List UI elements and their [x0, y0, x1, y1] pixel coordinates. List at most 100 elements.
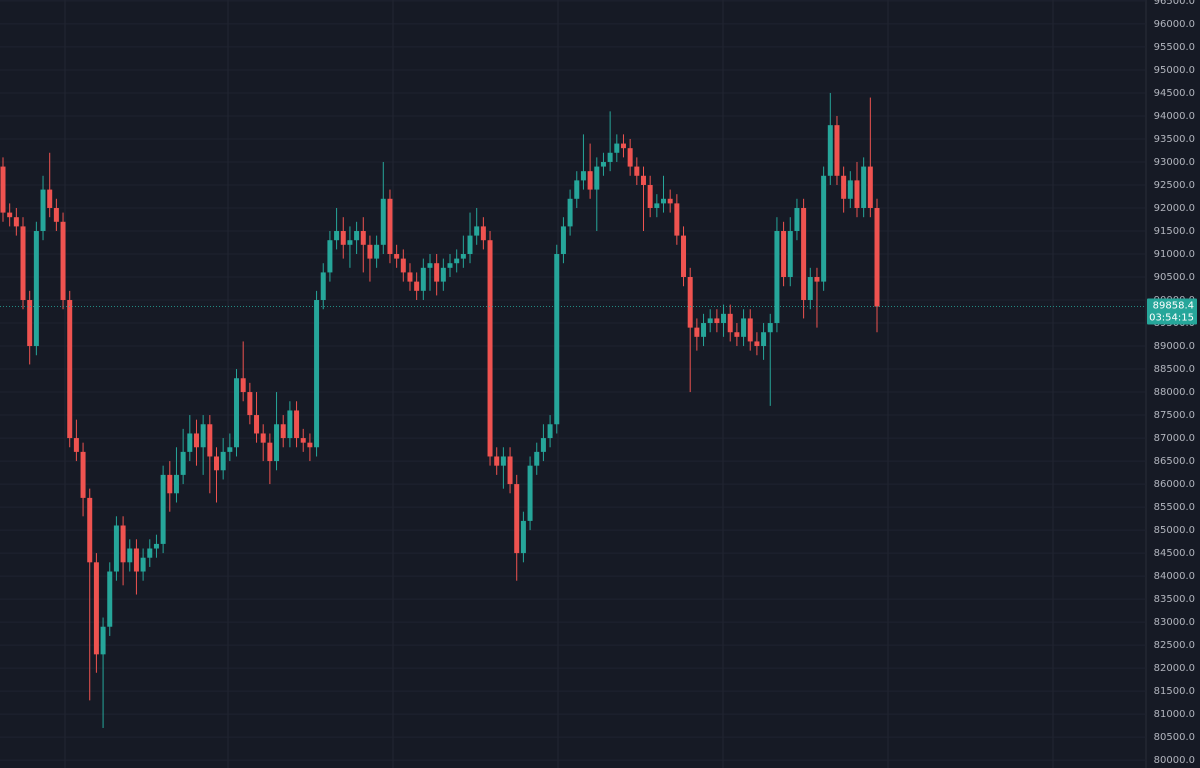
candle-body [267, 442, 273, 462]
candle-body [67, 300, 73, 439]
candle-body [614, 143, 620, 153]
candle-body [153, 543, 159, 549]
y-tick-label: 84000.0 [1154, 571, 1195, 582]
candle-body [434, 263, 440, 282]
candle-body [300, 438, 306, 443]
candle-body [714, 318, 720, 324]
candle-body [213, 456, 219, 471]
candle-body [167, 474, 173, 494]
candle-body [661, 198, 667, 204]
y-tick-label: 93500.0 [1154, 134, 1195, 145]
y-tick-label: 95000.0 [1154, 65, 1195, 76]
candle-body [827, 125, 833, 176]
candle-body [47, 189, 53, 208]
candle-body [113, 525, 119, 572]
y-tick-label: 82000.0 [1154, 663, 1195, 674]
candle-body [467, 235, 473, 255]
candle-body [220, 451, 226, 471]
candle-body [180, 451, 186, 475]
candle-body [667, 198, 673, 204]
candle-body [127, 548, 133, 563]
candle-body [874, 207, 880, 307]
candle-body [107, 571, 113, 627]
candle-body [420, 267, 426, 291]
candle-body [260, 433, 266, 443]
candle-body [400, 258, 406, 273]
candle-body [427, 263, 433, 268]
candle-body [794, 207, 800, 231]
candle-body [0, 166, 6, 213]
y-tick-label: 80000.0 [1154, 755, 1195, 766]
candle-body [254, 415, 260, 434]
y-tick-label: 85500.0 [1154, 502, 1195, 513]
candle-body [627, 148, 633, 167]
candle-body [634, 166, 640, 176]
candle-body [287, 410, 293, 439]
candle-body [487, 240, 493, 457]
candle-body [454, 258, 460, 264]
last-price-tag [1147, 298, 1197, 325]
y-tick-label: 89000.0 [1154, 341, 1195, 352]
candle-body [567, 198, 573, 227]
candle-body [747, 318, 753, 342]
candle-body [200, 424, 206, 448]
candle-body [160, 474, 166, 544]
candle-body [374, 244, 380, 259]
candle-body [320, 272, 326, 301]
candle-body [727, 313, 733, 333]
candle-body [701, 323, 707, 337]
candle-body [60, 221, 66, 301]
candle-body [540, 438, 546, 452]
candle-body [327, 240, 333, 273]
y-tick-label: 96000.0 [1154, 19, 1195, 30]
candle-body [227, 447, 233, 452]
y-tick-label: 84500.0 [1154, 548, 1195, 559]
candle-body [854, 180, 860, 208]
candle-body [600, 161, 606, 167]
candle-body [53, 207, 59, 222]
candle-body [133, 548, 139, 572]
candle-body [734, 332, 740, 337]
y-tick-label: 91500.0 [1154, 226, 1195, 237]
candle-body [674, 203, 680, 236]
y-tick-label: 93000.0 [1154, 157, 1195, 168]
candle-body [494, 456, 500, 466]
candle-body [354, 230, 360, 241]
candle-body [340, 230, 346, 245]
y-tick-label: 83000.0 [1154, 617, 1195, 628]
candle-body [334, 230, 340, 241]
candle-body [814, 277, 820, 282]
candle-body [234, 378, 240, 448]
candle-body [460, 254, 466, 259]
candle-body [414, 281, 420, 291]
candle-body [801, 207, 807, 301]
candle-body [93, 562, 99, 655]
candle-body [274, 424, 280, 462]
candle-body [867, 166, 873, 208]
candle-body [447, 263, 453, 268]
y-tick-label: 88000.0 [1154, 387, 1195, 398]
candle-body [821, 175, 827, 282]
candle-body [440, 267, 446, 282]
candle-body [13, 217, 19, 227]
candle-body [307, 442, 313, 448]
y-tick-label: 92500.0 [1154, 180, 1195, 191]
candle-body [807, 277, 813, 301]
y-tick-label: 85000.0 [1154, 525, 1195, 536]
candle-body [754, 341, 760, 347]
candle-body [580, 171, 586, 181]
candle-body [207, 424, 213, 457]
candle-body [781, 230, 787, 278]
candle-body [721, 313, 727, 324]
countdown-label: 03:54:15 [1149, 313, 1194, 324]
y-tick-label: 94500.0 [1154, 88, 1195, 99]
candle-body [280, 424, 286, 439]
candle-body [767, 323, 773, 333]
y-tick-label: 86000.0 [1154, 479, 1195, 490]
candle-body [774, 230, 780, 324]
candle-body [367, 244, 373, 259]
candle-body [387, 198, 393, 255]
candle-body [480, 226, 486, 241]
candle-body [647, 184, 653, 208]
